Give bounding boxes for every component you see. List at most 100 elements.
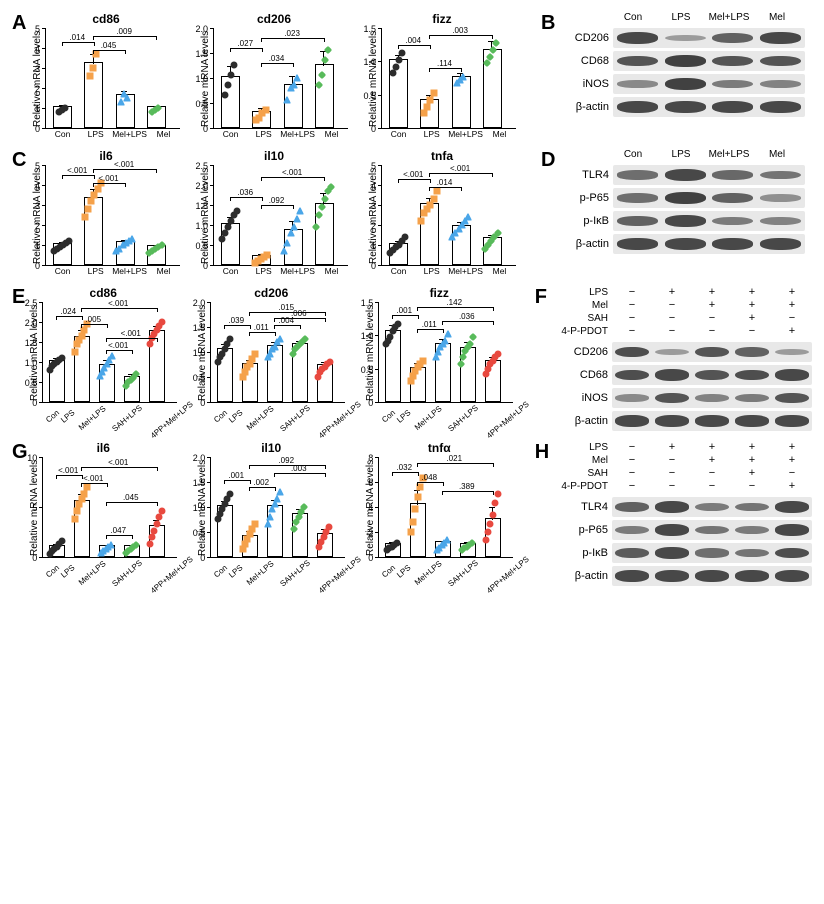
x-label: Mel bbox=[315, 266, 348, 276]
treatment-pm: + bbox=[692, 299, 732, 311]
blot-row-iNOS: iNOS bbox=[552, 388, 812, 408]
western-blot: ConLPSMel+LPSMelTLR4p-P65p-IκBβ-actin bbox=[561, 149, 805, 254]
plot-area: 0510<.001<.001<.001.047.045 bbox=[42, 457, 177, 558]
band bbox=[775, 393, 809, 404]
p-value: <.001 bbox=[450, 164, 470, 173]
data-point bbox=[61, 103, 68, 110]
blot-row-CD68: CD68 bbox=[561, 51, 805, 71]
x-label: LPS bbox=[59, 408, 76, 425]
band bbox=[617, 32, 658, 43]
band bbox=[760, 217, 801, 225]
blot-header: ConLPSMel+LPSMel bbox=[561, 12, 805, 23]
p-value: .045 bbox=[123, 493, 139, 502]
band bbox=[665, 169, 706, 180]
data-point bbox=[293, 214, 300, 221]
significance-bracket bbox=[429, 35, 494, 39]
data-point bbox=[85, 204, 92, 211]
band bbox=[615, 570, 649, 581]
charts-group-E: cd86Relative mRNA levels00.51.01.52.02.5… bbox=[29, 286, 513, 420]
p-value: .047 bbox=[110, 526, 126, 535]
band bbox=[695, 370, 729, 381]
chart-title: cd86 bbox=[29, 286, 177, 300]
lane-strip bbox=[612, 566, 812, 586]
lane-strip bbox=[612, 520, 812, 540]
band bbox=[655, 415, 689, 426]
lane bbox=[662, 76, 709, 92]
band bbox=[665, 238, 706, 249]
x-label: LPS bbox=[79, 129, 112, 139]
lane bbox=[757, 167, 804, 183]
treatment-pm: − bbox=[612, 467, 652, 479]
p-value: <.001 bbox=[121, 329, 141, 338]
band bbox=[695, 526, 729, 535]
lane bbox=[757, 236, 804, 252]
band bbox=[665, 192, 706, 204]
significance-bracket bbox=[274, 318, 326, 322]
data-point bbox=[325, 45, 332, 52]
lane bbox=[732, 367, 771, 383]
band bbox=[775, 524, 809, 535]
p-value: .002 bbox=[253, 478, 269, 487]
lane bbox=[613, 568, 652, 584]
x-axis-labels: ConLPSMel+LPSSAH+LPS4PP+Mel+LPS bbox=[211, 403, 345, 420]
x-label: LPS bbox=[247, 129, 280, 139]
x-label: 4PP+Mel+LPS bbox=[149, 555, 195, 596]
blot-row-CD68: CD68 bbox=[552, 365, 812, 385]
p-value: .005 bbox=[85, 315, 101, 324]
treatment-pm: + bbox=[772, 286, 812, 298]
panel-label-H: H bbox=[535, 441, 552, 464]
x-label: Mel bbox=[147, 266, 180, 276]
treatment-label: Mel bbox=[552, 455, 612, 466]
data-point bbox=[284, 95, 291, 102]
chart-il10: il10Relative mRNA levels00.51.01.52.0.00… bbox=[197, 441, 345, 575]
lane bbox=[732, 568, 771, 584]
significance-bracket bbox=[429, 173, 494, 177]
data-point bbox=[328, 182, 335, 189]
blot-row-p-IκB: p-IκB bbox=[552, 543, 812, 563]
band bbox=[617, 101, 658, 112]
x-label: SAH+LPS bbox=[278, 558, 312, 588]
p-value: <.001 bbox=[67, 166, 87, 175]
data-point bbox=[412, 504, 419, 511]
lane-label: LPS bbox=[657, 12, 705, 23]
x-label: Con bbox=[382, 266, 415, 276]
blot-row-β-actin: β-actin bbox=[552, 566, 812, 586]
treatment-pm: − bbox=[652, 299, 692, 311]
treatment-pm: + bbox=[732, 299, 772, 311]
treatment-pm: + bbox=[692, 286, 732, 298]
x-label: LPS bbox=[227, 563, 244, 580]
data-point bbox=[494, 489, 501, 496]
band bbox=[695, 347, 729, 358]
x-label: Mel+LPS bbox=[448, 129, 483, 139]
x-label: Mel+LPS bbox=[448, 266, 483, 276]
x-label: Con bbox=[382, 129, 415, 139]
data-point bbox=[399, 48, 406, 55]
x-label: Mel+LPS bbox=[413, 559, 444, 587]
band bbox=[655, 547, 689, 558]
p-value: <.001 bbox=[403, 170, 423, 179]
lane bbox=[772, 522, 811, 538]
treatment-label: SAH bbox=[552, 468, 612, 479]
lane bbox=[653, 344, 692, 360]
x-axis-labels: ConLPSMel+LPSSAH+LPS4PP+Mel+LPS bbox=[43, 403, 177, 420]
x-label: LPS bbox=[395, 408, 412, 425]
data-point bbox=[494, 349, 501, 356]
lane bbox=[614, 99, 661, 115]
lane bbox=[772, 390, 811, 406]
lane bbox=[614, 30, 661, 46]
lane bbox=[653, 499, 692, 515]
treatment-pm: + bbox=[732, 454, 772, 466]
lane bbox=[772, 499, 811, 515]
band bbox=[712, 193, 753, 203]
data-point bbox=[419, 355, 426, 362]
chart-title: cd206 bbox=[200, 12, 348, 26]
treatment-pm: + bbox=[772, 480, 812, 492]
chart-title: il6 bbox=[32, 149, 180, 163]
data-point bbox=[128, 234, 135, 241]
lane bbox=[772, 568, 811, 584]
lane-strip bbox=[612, 411, 812, 431]
blot-row-p-P65: p-P65 bbox=[561, 188, 805, 208]
lane bbox=[732, 499, 771, 515]
significance-bracket bbox=[274, 325, 301, 329]
lane bbox=[662, 30, 709, 46]
